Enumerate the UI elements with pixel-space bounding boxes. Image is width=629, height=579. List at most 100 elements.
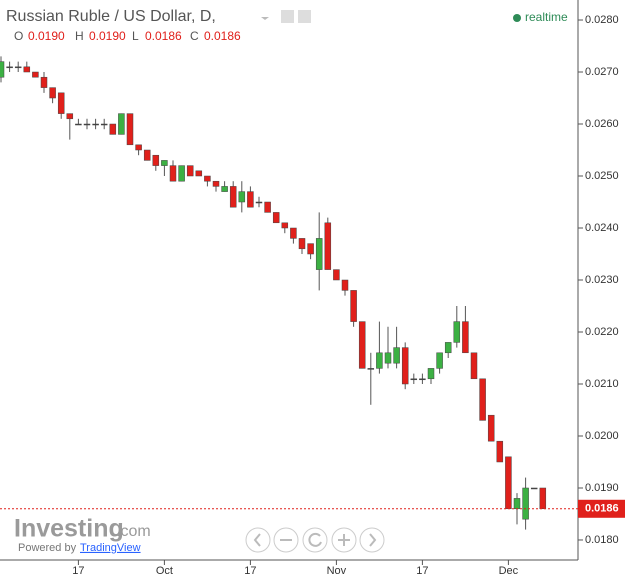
zoom-out-button[interactable]	[273, 527, 299, 553]
x-tick-label: Oct	[156, 565, 173, 577]
candle-body	[298, 238, 306, 250]
zoom-in-button[interactable]	[331, 527, 357, 553]
candle-body	[6, 66, 13, 69]
last-price-box	[578, 499, 625, 518]
candle-body	[264, 201, 271, 213]
candle-body	[513, 498, 521, 510]
candle-body	[367, 368, 375, 370]
logo: Investing	[14, 515, 124, 543]
reset-button[interactable]	[302, 527, 328, 553]
candle-body	[118, 113, 125, 135]
candle-body	[204, 175, 211, 182]
candle-body	[470, 352, 478, 380]
open-label: O	[14, 29, 23, 43]
dropdown-arrow[interactable]	[261, 17, 269, 20]
provider-link[interactable]: TradingView	[80, 542, 141, 554]
y-tick-label: 0.0250	[585, 170, 619, 182]
candle-body	[307, 243, 314, 255]
candle-body	[384, 352, 392, 364]
y-tick-label: 0.0190	[585, 482, 619, 494]
close-value: 0.0186	[204, 29, 241, 43]
candle-body	[462, 321, 469, 354]
candle-body	[419, 378, 426, 381]
powered-by: Powered by	[18, 542, 77, 554]
y-tick-label: 0.0200	[585, 430, 619, 442]
candle-body	[229, 186, 237, 208]
candle-body	[135, 144, 142, 151]
candle-body	[57, 92, 65, 114]
y-tick-label: 0.0180	[585, 534, 619, 546]
candle-body	[23, 66, 31, 73]
status-text: realtime	[525, 10, 568, 24]
y-tick-label: 0.0220	[585, 326, 619, 338]
candle-body	[410, 378, 418, 381]
candle-body	[247, 191, 254, 208]
y-tick-label: 0.0270	[585, 66, 619, 78]
scroll-right-button[interactable]	[359, 527, 385, 553]
logo-suffix: .com	[116, 523, 151, 540]
candle-body	[212, 180, 220, 187]
candle-body	[169, 165, 177, 182]
candle-body	[376, 352, 383, 369]
candle-body	[522, 487, 529, 520]
candle-body	[453, 321, 461, 343]
candle-body	[341, 279, 349, 291]
candle-body	[290, 227, 297, 239]
scroll-left-button[interactable]	[245, 527, 271, 553]
candle-body	[238, 191, 246, 203]
candle-body	[75, 123, 82, 126]
settings-button[interactable]	[298, 10, 311, 23]
low-value: 0.0186	[145, 29, 182, 43]
y-tick-label: 0.0280	[585, 14, 619, 26]
candle-body	[539, 487, 547, 510]
candle-body	[126, 113, 134, 146]
candle-body	[49, 87, 56, 99]
candle-body	[401, 347, 409, 385]
y-tick-label: 0.0260	[585, 118, 619, 130]
last-price-label: 0.0186	[585, 503, 619, 515]
chart-title: Russian Ruble / US Dollar, D,	[6, 8, 216, 25]
candle-body	[14, 66, 22, 69]
candle-body	[333, 269, 340, 281]
candle-body	[350, 290, 357, 322]
visibility-button[interactable]	[281, 10, 294, 23]
candle-body	[195, 170, 203, 177]
candle-body	[427, 368, 435, 380]
candle-body	[444, 342, 452, 354]
candle-body	[393, 347, 400, 364]
x-tick-label: 17	[244, 565, 256, 577]
candle-body	[479, 378, 486, 421]
high-label: H	[75, 29, 84, 43]
candle-body	[161, 160, 168, 166]
candle-body	[496, 440, 504, 463]
candle-body	[83, 123, 91, 126]
candle-body	[186, 165, 194, 177]
y-tick-label: 0.0230	[585, 274, 619, 286]
candle-body	[324, 222, 332, 270]
candle-body	[530, 487, 538, 490]
low-label: L	[132, 29, 139, 43]
x-tick-label: 17	[72, 565, 84, 577]
open-value: 0.0190	[28, 29, 65, 43]
candle-body	[32, 71, 39, 78]
x-tick-label: 17	[416, 565, 428, 577]
candle-body	[143, 149, 151, 161]
candle-body	[272, 212, 280, 224]
candle-body	[100, 123, 108, 126]
candle-body	[358, 321, 366, 369]
close-label: C	[190, 29, 199, 43]
candle-body	[0, 61, 5, 78]
candle-body	[255, 201, 263, 204]
y-tick-label: 0.0240	[585, 222, 619, 234]
candle-body	[178, 165, 185, 182]
candle-body	[109, 123, 117, 135]
candle-body	[436, 352, 443, 369]
candle-body	[66, 113, 74, 120]
high-value: 0.0190	[89, 29, 126, 43]
candle-body	[315, 238, 323, 270]
candle-body	[487, 414, 495, 442]
candle-body	[92, 123, 99, 126]
x-tick-label: Nov	[327, 565, 347, 577]
